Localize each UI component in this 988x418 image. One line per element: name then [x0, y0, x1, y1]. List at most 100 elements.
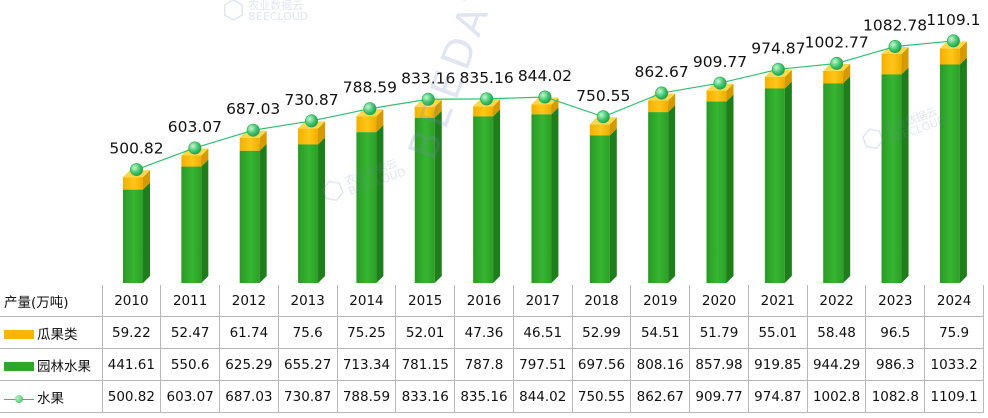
table-cell: 974.87 [747, 380, 808, 413]
data-table: 产量(万吨) 2010 2011 2012 2013 2014 2015 201… [0, 285, 984, 413]
table-cell: 797.51 [512, 348, 573, 381]
orchard-bar-side [318, 137, 326, 283]
fruit-value-label: 974.87 [751, 39, 805, 57]
orchard-bar [298, 137, 326, 283]
fruit-value-label: 500.82 [109, 140, 163, 158]
orchard-bar-side [201, 159, 209, 283]
orchard-bar-side [551, 107, 559, 284]
orchard-bar [589, 128, 617, 283]
table-cell: 75.9 [924, 316, 984, 349]
legend-fruit-label: 水果 [37, 390, 64, 407]
table-year: 2020 [689, 285, 749, 317]
table-cell: 625.29 [219, 348, 279, 381]
fruit-marker [130, 163, 144, 177]
table-cell: 441.61 [101, 348, 162, 381]
table-cell: 52.01 [395, 316, 456, 349]
fruit-value-label: 788.59 [343, 79, 397, 97]
table-cell: 687.03 [219, 380, 279, 413]
gourd-bar-front [648, 100, 669, 113]
table-cell: 54.51 [630, 316, 691, 349]
fruit-value-label: 1082.78 [863, 16, 927, 34]
table-cell: 58.48 [806, 316, 867, 349]
table-cell: 844.02 [512, 380, 573, 413]
fruit-marker [771, 62, 785, 76]
fruit-value-label: 909.77 [693, 53, 747, 71]
table-cell: 51.79 [689, 316, 749, 349]
orchard-bar-side [376, 125, 384, 283]
table-cell: 55.01 [747, 316, 808, 349]
orchard-bar-front [648, 112, 669, 283]
orchard-bar-side [668, 105, 676, 283]
orchard-bar-side [901, 67, 909, 283]
orchard-bar [764, 81, 792, 283]
orchard-bar-front [939, 64, 960, 283]
table-cell: 713.34 [336, 348, 397, 381]
gourd-bar-side [493, 99, 501, 117]
table-cell: 862.67 [630, 380, 691, 413]
gourd-bar-front [414, 106, 435, 118]
table-year: 2021 [747, 285, 808, 317]
gourd-bar-front [706, 90, 727, 102]
gourd-bar-side [201, 148, 209, 167]
table-cell: 52.99 [571, 316, 632, 349]
table-year: 2023 [865, 285, 926, 317]
table-cell: 781.15 [395, 348, 456, 381]
gourd-bar-side [143, 170, 150, 190]
fruit-marker [246, 123, 260, 137]
orchard-bar-front [239, 150, 260, 283]
legend-fruit-swatch [4, 393, 34, 405]
fruit-marker [713, 76, 727, 90]
orchard-bar-front [298, 144, 319, 283]
gourd-bar-side [434, 99, 442, 118]
fruit-marker [655, 86, 669, 100]
orchard-bar-front [414, 117, 435, 283]
fruit-value-label: 1109.1 [926, 11, 980, 29]
gourd-bar-side [609, 117, 617, 136]
gourd-bar-front [181, 155, 202, 167]
orchard-bar-front [531, 114, 552, 284]
table-cell: 61.74 [219, 316, 279, 349]
table-year: 2022 [806, 285, 867, 317]
table-cell: 59.22 [101, 316, 162, 349]
legend-gourd: 瓜果类 [0, 316, 103, 349]
table-header-row: 产量(万吨) 2010 2011 2012 2013 2014 2015 201… [0, 285, 984, 317]
gourd-bar-front [823, 70, 844, 84]
fruit-value-label: 862.67 [635, 63, 689, 81]
fruit-marker [305, 114, 319, 128]
fruit-value-label: 835.16 [459, 69, 513, 87]
fruit-marker [830, 56, 844, 70]
gourd-bar-front [239, 137, 260, 151]
gourd-bar-side [959, 41, 967, 65]
gourd-bar-front [123, 177, 143, 190]
orchard-bar [356, 125, 384, 283]
table-cell: 1109.1 [924, 380, 984, 413]
table-cell: 730.87 [277, 380, 338, 413]
table-cell: 808.16 [630, 348, 691, 381]
table-cell: 52.47 [160, 316, 221, 349]
orchard-bar-front [706, 101, 727, 283]
gourd-bar-front [764, 76, 785, 89]
orchard-bar [531, 107, 559, 284]
orchard-bar [939, 57, 967, 284]
orchard-bar [473, 109, 501, 283]
fruit-marker [188, 141, 202, 155]
table-year: 2019 [630, 285, 691, 317]
table-cell: 986.3 [865, 348, 926, 381]
legend-orchard: 园林水果 [0, 348, 103, 381]
orchard-bar-side [259, 143, 267, 283]
table-cell: 655.27 [277, 348, 338, 381]
fruit-value-label: 844.02 [518, 67, 572, 85]
table-cell: 1002.8 [806, 380, 867, 413]
table-cell: 788.59 [336, 380, 397, 413]
fruit-marker [480, 92, 494, 106]
fruit-marker [596, 110, 610, 124]
table-cell: 500.82 [101, 380, 162, 413]
gourd-bar-side [784, 69, 792, 89]
gourd-bar-front [939, 48, 960, 65]
orchard-bar-side [609, 128, 617, 283]
orchard-bar [823, 76, 851, 284]
table-cell: 909.77 [689, 380, 749, 413]
table-cell: 697.56 [571, 348, 632, 381]
gourd-bar-front [531, 104, 552, 115]
table-year: 2024 [924, 285, 984, 317]
